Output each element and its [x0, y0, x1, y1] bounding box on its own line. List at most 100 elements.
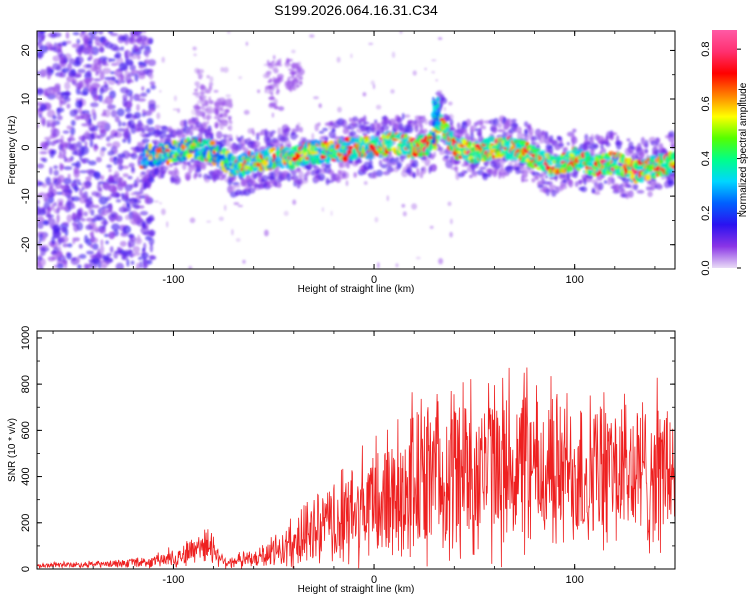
heatmap-cell	[166, 221, 169, 228]
heatmap-cell	[335, 177, 341, 183]
heatmap-cell	[79, 189, 83, 197]
heatmap-cell	[204, 107, 209, 112]
heatmap-cell	[342, 171, 350, 180]
heatmap-cell	[99, 148, 105, 158]
heatmap-cell	[313, 96, 319, 100]
heatmap-cell	[99, 245, 105, 255]
heatmap-cell	[126, 113, 132, 117]
heatmap-cell	[37, 241, 41, 246]
heatmap-cell	[77, 264, 82, 269]
heatmap-cell	[101, 208, 109, 216]
heatmap-cell	[110, 71, 115, 75]
heatmap-cell	[494, 168, 498, 175]
heatmap-cell	[107, 150, 115, 156]
heatmap-cell	[638, 176, 645, 183]
heatmap-cell	[37, 199, 40, 205]
heatmap-cell	[81, 123, 90, 127]
heatmap-cell	[117, 153, 126, 158]
heatmap-cell	[98, 31, 104, 35]
heatmap-cell	[291, 85, 298, 91]
heatmap-cell	[92, 228, 102, 232]
heatmap-cell	[318, 130, 325, 134]
heatmap-cell	[39, 103, 47, 112]
heatmap-cell	[194, 67, 200, 74]
heatmap-cell	[137, 54, 141, 60]
heatmap-cell	[52, 84, 61, 93]
heatmap-cell	[203, 117, 207, 120]
heatmap-cell	[55, 138, 64, 143]
heatmap-cell	[347, 145, 354, 150]
heatmap-cell	[137, 98, 146, 102]
heatmap-cell	[149, 232, 155, 237]
heatmap-cell	[277, 127, 282, 136]
heatmap-cell	[298, 73, 303, 79]
heatmap-cell	[594, 191, 601, 195]
heatmap-cell	[230, 156, 236, 162]
heatmap-cell	[586, 174, 594, 179]
heatmap-cell	[619, 187, 626, 196]
heatmap-cell	[531, 135, 538, 141]
heatmap-cell	[130, 69, 140, 74]
heatmap-cell	[232, 182, 240, 186]
heatmap-cell	[38, 208, 46, 216]
heatmap-cell	[435, 96, 440, 103]
heatmap-cell	[43, 235, 47, 241]
heatmap-cell	[419, 123, 424, 132]
heatmap-cell	[65, 40, 72, 45]
heatmap-cell	[47, 217, 56, 225]
heatmap-cell	[61, 226, 67, 232]
heatmap-cell	[350, 53, 353, 59]
heatmap-cell	[93, 146, 99, 150]
heatmap-cell	[62, 221, 70, 226]
heatmap-cell	[57, 49, 63, 58]
heatmap-cell	[168, 163, 174, 168]
heatmap-cell	[339, 160, 348, 168]
y-tick-label: 200	[20, 514, 32, 532]
heatmap-cell	[636, 142, 642, 152]
heatmap-cell	[86, 50, 95, 55]
heatmap-cell	[342, 127, 349, 135]
heatmap-cell	[40, 157, 45, 161]
heatmap-cell	[225, 94, 231, 98]
heatmap-cell	[397, 162, 403, 168]
heatmap-cell	[174, 178, 180, 183]
heatmap-cell	[511, 118, 517, 123]
heatmap-cell	[222, 99, 227, 103]
heatmap-cell	[226, 108, 230, 114]
heatmap-cell	[154, 124, 162, 130]
heatmap-cell	[81, 192, 86, 199]
heatmap-cell	[444, 117, 451, 122]
heatmap-cell	[126, 203, 130, 208]
heatmap-cell	[438, 258, 444, 265]
heatmap-cell	[419, 115, 426, 124]
heatmap-cell	[188, 164, 193, 174]
heatmap-cell	[128, 119, 135, 129]
heatmap-cell	[207, 125, 212, 132]
heatmap-cell	[98, 94, 103, 103]
heatmap-cell	[632, 169, 637, 175]
heatmap-cell	[148, 160, 154, 167]
heatmap-cell	[102, 182, 110, 190]
heatmap-cell	[91, 222, 97, 227]
heatmap-cell	[100, 260, 110, 268]
heatmap-cell	[434, 109, 440, 116]
heatmap-cell	[206, 220, 211, 223]
heatmap-cell	[144, 110, 153, 116]
heatmap-cell	[328, 130, 336, 139]
heatmap-cell	[644, 139, 649, 149]
heatmap-cell	[240, 135, 244, 140]
heatmap-cell	[95, 192, 103, 198]
heatmap-cell	[443, 106, 447, 112]
heatmap-cell	[535, 176, 539, 181]
heatmap-cell	[94, 35, 100, 41]
heatmap-cell	[170, 146, 178, 151]
heatmap-cell	[114, 212, 119, 221]
heatmap-cell	[52, 128, 60, 138]
heatmap-cell	[100, 120, 108, 126]
heatmap-cell	[92, 243, 99, 251]
heatmap-cell	[521, 178, 529, 182]
heatmap-cell	[79, 155, 83, 161]
y-tick-label: 1000	[20, 326, 32, 350]
heatmap-cell	[128, 162, 135, 168]
